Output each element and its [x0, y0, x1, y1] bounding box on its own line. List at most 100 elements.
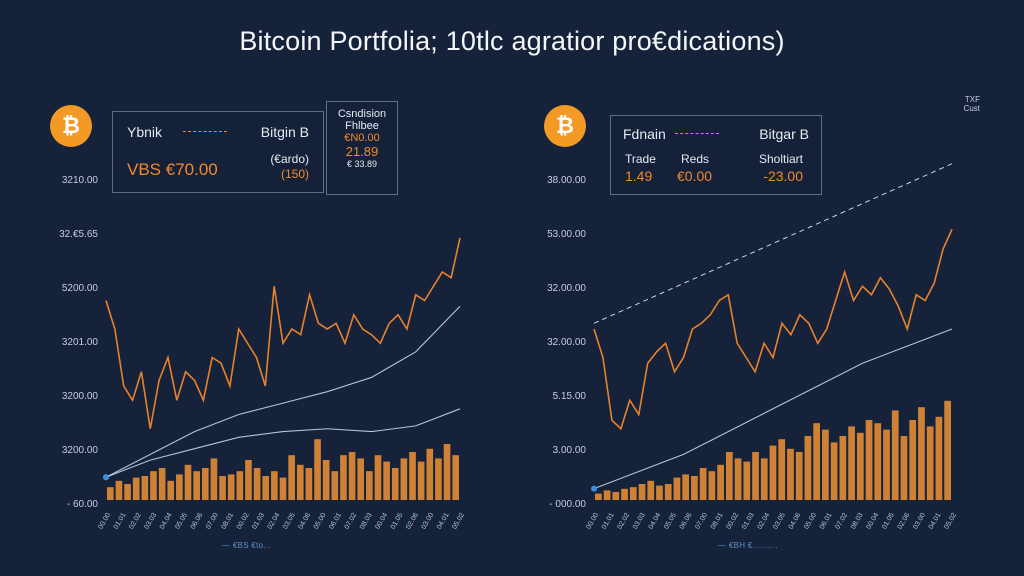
- y-tick-label: - 60.00: [66, 499, 98, 510]
- side-line-2: Fhlbee: [345, 120, 379, 132]
- x-tick-label: 08.03: [850, 512, 865, 531]
- volume-bar: [621, 488, 628, 500]
- volume-bar: [612, 492, 620, 500]
- volume-bar: [409, 452, 416, 500]
- volume-bar: [891, 410, 899, 500]
- x-tick-label: 07.02: [344, 512, 359, 531]
- x-tick-label: 06.06: [190, 512, 205, 531]
- left-chart-panel: ₿ Ybnik Bitgin B VBS €70.00 (€ardo) (150…: [32, 95, 512, 565]
- x-tick-label: 02.04: [757, 512, 772, 531]
- volume-bar: [176, 474, 183, 500]
- left-footer-note: — €BS €to...: [222, 541, 271, 550]
- right-chart-panel: ₿ Fdnain Bitgar B Trade Reds Sholtiart 1…: [518, 95, 998, 565]
- x-tick-label: 07.00: [694, 512, 709, 531]
- volume-bar: [743, 461, 751, 500]
- volume-bar: [725, 452, 733, 500]
- x-tick-label: 02.04: [267, 512, 282, 531]
- col3-label: Sholtiart: [758, 152, 803, 166]
- volume-bar: [296, 464, 304, 500]
- volume-bar: [778, 439, 786, 500]
- card-sub-value: (150): [280, 167, 309, 181]
- volume-bar: [848, 426, 855, 500]
- volume-bar: [673, 477, 681, 500]
- volume-bar: [322, 460, 330, 500]
- x-tick-label: 06.06: [679, 512, 694, 531]
- bitcoin-icon: ₿: [544, 105, 586, 147]
- volume-bar: [305, 468, 313, 500]
- bitcoin-icon: ₿: [50, 105, 92, 147]
- y-tick-label: 5.15.00: [552, 391, 586, 402]
- volume-bar: [656, 485, 663, 500]
- x-tick-label: 04.04: [648, 512, 663, 531]
- volume-bar: [107, 487, 114, 500]
- volume-bar: [417, 461, 425, 500]
- y-tick-label: - 000.00: [549, 499, 586, 510]
- volume-bar: [603, 490, 611, 500]
- right-chart-svg: 00.00 01.01 02.02 03.03 04.04 05.05 06.06 07.00…: [585, 163, 958, 531]
- volume-bar: [288, 455, 295, 500]
- volume-bar: [452, 455, 459, 500]
- volume-bar: [717, 464, 724, 500]
- x-tick-label: 03.05: [282, 512, 297, 531]
- trend-line-dashed: [593, 163, 953, 324]
- arrow-line: [183, 131, 227, 132]
- x-tick-label: 03.03: [143, 512, 158, 531]
- x-tick-label: 03.00: [912, 512, 927, 531]
- x-tick-label: 02.06: [405, 512, 420, 531]
- x-tick-label: 01.01: [601, 512, 616, 531]
- volume-bar: [201, 468, 209, 500]
- volume-bar: [340, 455, 347, 500]
- card-value: VBS €70.00: [127, 160, 218, 179]
- card-sub-label: (€ardo): [270, 152, 309, 166]
- x-tick-label: 00.02: [725, 512, 740, 531]
- x-tick-label: 05.05: [174, 512, 189, 531]
- volume-bar: [400, 458, 408, 500]
- x-tick-label: 02.02: [616, 512, 631, 531]
- x-tick-label: 01.05: [881, 512, 896, 531]
- volume-bar: [132, 477, 140, 500]
- volume-bar: [865, 420, 873, 500]
- y-tick-label: 53.00.00: [547, 229, 586, 240]
- x-tick-label: 04.06: [788, 512, 803, 531]
- side-line-3: €N0.00: [344, 132, 380, 144]
- volume-bar: [856, 432, 864, 500]
- volume-bar: [124, 484, 131, 500]
- x-tick-label: 03.00: [421, 512, 436, 531]
- volume-bar: [245, 460, 252, 500]
- volume-bar: [830, 442, 838, 500]
- volume-bar: [383, 461, 390, 500]
- card-asset: Bitgin B: [260, 124, 309, 140]
- volume-bar: [787, 448, 794, 500]
- x-tick-label: 01.05: [390, 512, 405, 531]
- volume-bar: [629, 487, 637, 500]
- volume-bar: [348, 452, 356, 500]
- volume-bar: [150, 471, 157, 500]
- volume-bar: [664, 484, 672, 500]
- volume-bar: [141, 476, 149, 500]
- x-tick-label: 07.00: [205, 512, 220, 531]
- volume-bar: [682, 474, 690, 500]
- volume-bar: [443, 444, 451, 500]
- volume-bar: [760, 458, 768, 500]
- y-tick-label: 3200.00: [61, 391, 98, 402]
- corner-note: TXF Cust: [948, 95, 980, 113]
- volume-bar: [331, 471, 339, 500]
- trend-line: [593, 328, 953, 490]
- volume-bar: [158, 468, 166, 500]
- right-info-card: Fdnain Bitgar B Trade Reds Sholtiart 1.4…: [610, 115, 822, 195]
- volume-bar: [210, 458, 218, 500]
- corner-note-1: TXF: [964, 95, 980, 104]
- x-tick-label: 07.02: [834, 512, 849, 531]
- volume-bar: [769, 445, 777, 500]
- y-tick-label: 3200.00: [61, 445, 98, 456]
- volume-bar: [918, 407, 925, 500]
- col3-value: -23.00: [763, 168, 803, 184]
- y-tick-label: 3201.00: [61, 337, 98, 348]
- x-tick-label: 02.02: [128, 512, 143, 531]
- trend-start-dot: [591, 485, 597, 492]
- x-tick-label: 00.00: [585, 512, 600, 531]
- volume-bar: [813, 423, 821, 500]
- x-tick-label: 06.01: [328, 512, 343, 531]
- volume-bar: [595, 493, 602, 500]
- volume-bar: [271, 471, 278, 500]
